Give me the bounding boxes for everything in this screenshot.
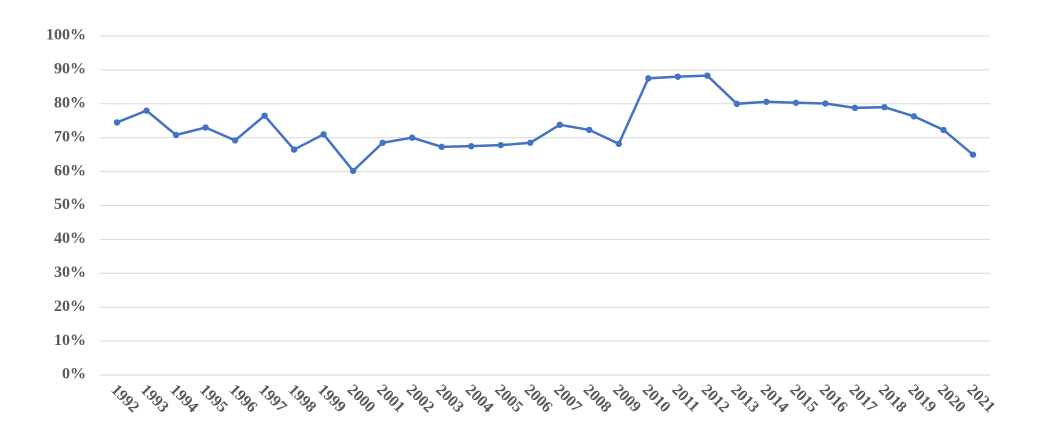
x-tick-label: 2014: [757, 381, 792, 416]
x-tick-label: 2019: [905, 381, 940, 416]
x-tick-label: 2010: [639, 381, 674, 416]
x-tick-label: 2018: [875, 381, 910, 416]
point: [763, 98, 770, 105]
x-tick-label: 2020: [934, 381, 969, 416]
point: [733, 100, 741, 108]
point: [202, 124, 209, 131]
point: [379, 139, 386, 146]
x-tick-label: 2016: [816, 381, 851, 416]
x-tick-label: 2003: [432, 381, 467, 416]
point: [615, 140, 622, 148]
x-tick-label: 2004: [462, 381, 497, 416]
point: [468, 142, 475, 150]
point: [497, 141, 504, 149]
x-tick-label: 2015: [786, 381, 821, 416]
x-tick-label: 1993: [137, 381, 172, 416]
point: [556, 121, 563, 129]
point: [910, 113, 918, 120]
point: [290, 146, 298, 153]
x-tick-label: 1997: [255, 381, 290, 416]
y-tick-label: 10%: [54, 332, 86, 349]
point: [792, 99, 800, 106]
point: [851, 104, 859, 112]
y-tick-label: 60%: [54, 162, 86, 179]
y-tick-label: 70%: [54, 128, 86, 145]
line: [116, 74, 974, 173]
point: [231, 137, 239, 144]
x-tick-label: 2001: [373, 381, 408, 416]
point: [586, 126, 593, 134]
point: [172, 131, 180, 139]
point: [320, 131, 327, 138]
point: [349, 167, 357, 175]
y-tick-label: 30%: [54, 264, 86, 281]
x-tick-label: 1999: [314, 381, 349, 416]
point: [261, 112, 268, 119]
y-tick-label: 20%: [54, 298, 86, 315]
x-tick-label: 2021: [964, 381, 999, 416]
y-tick-label: 80%: [54, 94, 86, 111]
y-tick-label: 50%: [54, 196, 86, 213]
point: [704, 72, 711, 79]
y-tick-label: 100%: [46, 27, 86, 44]
x-tick-label: 2012: [698, 381, 733, 416]
x-tick-label: 2006: [521, 381, 556, 416]
x-tick-label: 2011: [668, 381, 702, 415]
point: [527, 139, 534, 146]
y-tick-label: 0%: [62, 366, 86, 383]
x-tick-label: 2000: [344, 381, 379, 416]
point: [881, 103, 888, 111]
x-tick-label: 2007: [550, 381, 585, 416]
x-tick-label: 1998: [285, 381, 320, 416]
x-tick-label: 2013: [727, 381, 762, 416]
x-tick-label: 1992: [108, 381, 143, 416]
point: [113, 119, 121, 126]
point: [408, 134, 416, 141]
point: [940, 126, 947, 134]
y-tick-label: 90%: [54, 61, 86, 78]
point: [822, 100, 829, 107]
y-tick-label: 40%: [54, 230, 86, 247]
x-tick-label: 2008: [580, 381, 615, 416]
x-tick-label: 2002: [403, 381, 438, 416]
point: [969, 151, 977, 158]
point: [438, 143, 445, 151]
x-tick-label: 1996: [226, 381, 261, 416]
x-tick-label: 2017: [846, 381, 881, 416]
x-tick-label: 1995: [196, 381, 231, 416]
x-tick-label: 2009: [609, 381, 644, 416]
x-tick-label: 1994: [167, 381, 202, 416]
point: [674, 73, 682, 80]
x-tick-label: 2005: [491, 381, 526, 416]
point: [645, 75, 652, 82]
point: [143, 107, 150, 114]
